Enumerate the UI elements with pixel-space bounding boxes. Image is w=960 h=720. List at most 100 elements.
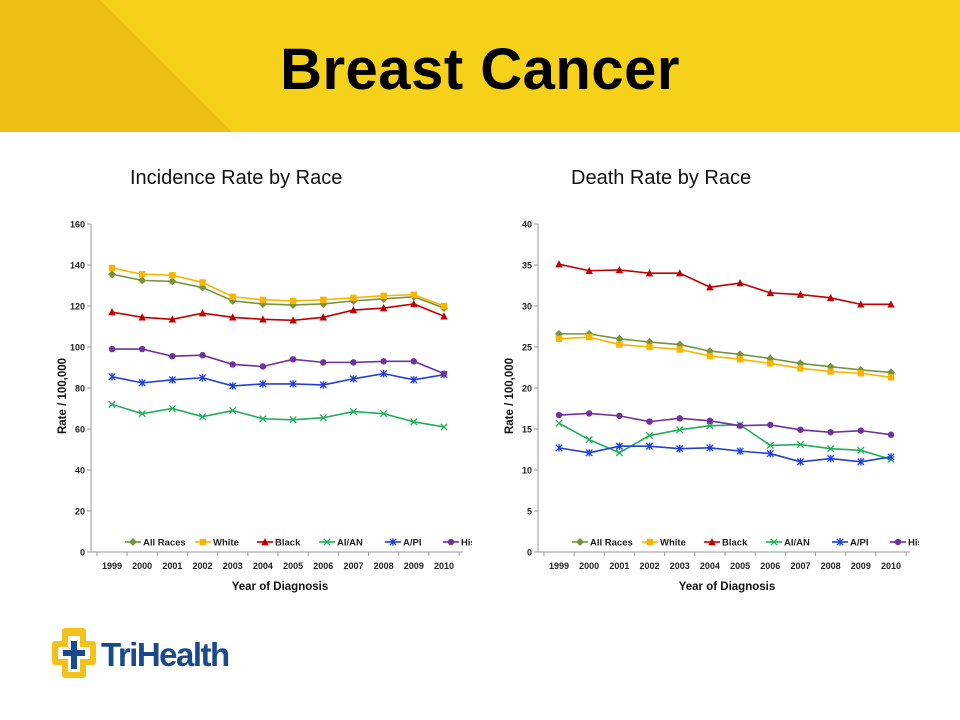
data-point-hispanic	[797, 426, 804, 434]
data-point-white	[827, 368, 834, 375]
data-point-black	[645, 269, 654, 277]
data-point-white	[350, 294, 357, 301]
data-point-all-races	[138, 276, 147, 285]
data-point-ai-an	[289, 416, 297, 424]
data-point-black	[168, 315, 177, 323]
data-point-hispanic	[229, 361, 236, 368]
data-point-hispanic	[857, 427, 865, 434]
incidence-chart-caption: Incidence Rate by Race	[130, 167, 343, 189]
data-point-white	[169, 272, 176, 279]
data-point-all-races	[168, 277, 177, 286]
death-chart-caption: Death Rate by Race	[571, 167, 752, 189]
x-tick-label: 2001	[609, 561, 629, 571]
chart-legend: All Races White Black AI/AN A/PI Hispanic†	[572, 538, 919, 549]
data-point-black	[108, 308, 116, 316]
data-point-hispanic	[676, 415, 683, 422]
data-point-a-pi	[736, 447, 744, 455]
data-point-hispanic	[827, 429, 834, 436]
data-point-white	[887, 374, 895, 381]
legend-label-ai-an: AI/AN	[337, 538, 363, 549]
x-tick-label: 2006	[760, 561, 780, 571]
data-point-ai-an	[645, 431, 654, 440]
series-line-white	[558, 336, 892, 379]
data-point-black	[615, 265, 624, 274]
y-tick-label: 140	[70, 261, 85, 271]
legend-label-black: Black	[722, 538, 748, 549]
data-point-ai-an	[410, 418, 418, 426]
data-point-hispanic	[289, 356, 297, 363]
data-point-ai-an	[826, 445, 835, 453]
data-point-white	[289, 297, 297, 305]
data-point-hispanic	[616, 412, 623, 420]
legend-label-ai-an: AI/AN	[784, 538, 810, 549]
data-point-black	[229, 313, 237, 321]
data-point-black	[736, 279, 744, 287]
data-point-white	[736, 356, 744, 363]
x-tick-label: 1999	[102, 561, 122, 571]
data-point-a-pi	[615, 442, 624, 450]
data-point-hispanic	[169, 353, 176, 360]
data-point-hispanic	[320, 359, 327, 366]
data-point-black	[440, 312, 448, 320]
data-point-hispanic	[706, 417, 714, 424]
slide-title: Breast Cancer	[280, 37, 680, 102]
data-point-white	[616, 341, 623, 348]
data-point-black	[555, 260, 563, 268]
y-tick-label: 25	[522, 343, 532, 353]
series-line-hispanic	[558, 412, 892, 436]
data-point-a-pi	[857, 458, 865, 466]
banner-accent-shape	[0, 0, 232, 132]
data-point-a-pi	[259, 380, 267, 388]
data-point-black	[289, 316, 297, 324]
series-line-ai-an	[111, 403, 445, 428]
data-point-a-pi	[379, 369, 388, 378]
x-tick-label: 2001	[162, 561, 182, 571]
y-tick-label: 20	[522, 384, 532, 394]
y-tick-label: 15	[522, 425, 532, 435]
y-tick-label: 160	[70, 220, 85, 230]
x-tick-label: 2002	[193, 561, 213, 571]
series-hispanic	[555, 410, 895, 438]
legend-label-white: White	[213, 538, 239, 549]
data-point-white	[108, 264, 116, 272]
data-point-black	[319, 313, 327, 321]
series-line-all-races	[111, 273, 445, 309]
data-point-a-pi	[410, 376, 418, 384]
legend-marker-black	[261, 538, 269, 546]
data-point-ai-an	[168, 404, 177, 413]
x-tick-label: 2000	[579, 561, 599, 571]
data-point-all-races	[555, 329, 563, 338]
data-point-a-pi	[138, 379, 146, 387]
y-tick-label: 10	[522, 466, 532, 476]
x-tick-label: 2009	[851, 561, 871, 571]
data-point-black	[887, 300, 895, 308]
data-point-ai-an	[440, 423, 448, 431]
data-point-a-pi	[585, 449, 593, 457]
data-point-ai-an	[857, 446, 865, 454]
legend-marker-all-races	[576, 538, 584, 546]
y-tick-label: 40	[75, 466, 85, 476]
data-point-white	[320, 296, 327, 304]
legend-label-hispanic: Hispanic†	[908, 538, 919, 549]
data-point-a-pi	[319, 381, 327, 389]
y-tick-label: 80	[75, 384, 85, 394]
series-line-all-races	[559, 333, 892, 374]
data-point-all-races	[856, 365, 865, 374]
data-point-black	[585, 266, 593, 274]
data-point-white	[410, 291, 418, 298]
data-point-hispanic	[440, 370, 448, 377]
data-point-white	[138, 271, 146, 278]
title-banner	[0, 0, 960, 132]
series-line-hispanic	[112, 348, 445, 375]
logo-text: TriHealth	[101, 636, 230, 673]
series-line-black	[558, 263, 891, 306]
data-point-a-pi	[796, 458, 805, 466]
data-point-black	[857, 300, 865, 308]
legend-marker-black	[708, 538, 716, 546]
series-line-black	[111, 303, 445, 322]
data-point-ai-an	[198, 413, 207, 421]
x-tick-label: 2009	[404, 561, 424, 571]
legend-marker-white	[199, 538, 207, 546]
data-point-a-pi	[555, 444, 563, 452]
data-point-hispanic	[380, 358, 387, 365]
